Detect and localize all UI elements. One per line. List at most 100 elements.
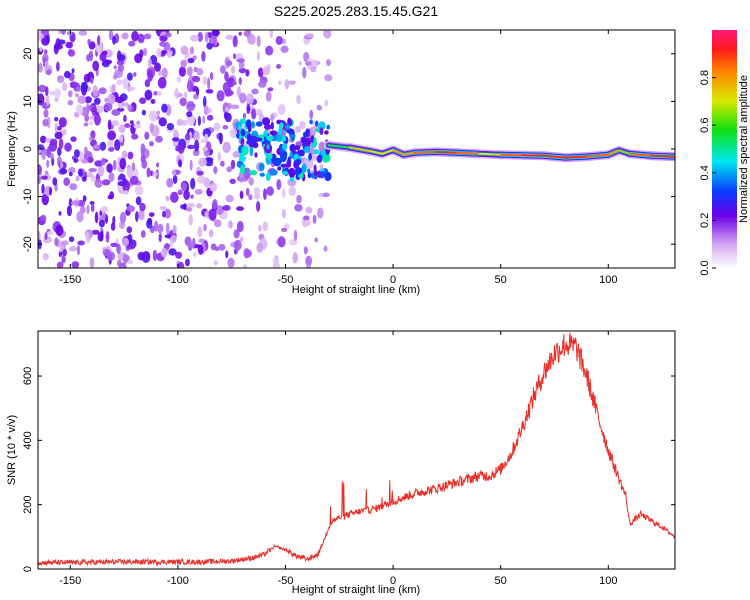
noise-blob bbox=[172, 169, 176, 176]
colorbar-label: Normalized spectral amplitude bbox=[738, 75, 750, 223]
noise-blob bbox=[61, 82, 68, 91]
signal-ridge bbox=[324, 140, 675, 163]
noise-blob bbox=[84, 146, 88, 154]
noise-blob bbox=[277, 236, 286, 248]
noise-blob bbox=[61, 255, 66, 264]
ridge-segment bbox=[628, 152, 653, 157]
noise-blob bbox=[63, 177, 70, 186]
noise-blob bbox=[99, 52, 107, 62]
noise-blob bbox=[126, 243, 136, 250]
noise-blob bbox=[231, 80, 237, 86]
noise-blob bbox=[196, 203, 203, 209]
noise-blob bbox=[217, 151, 222, 162]
colorbar-ticks: 0.0 0.2 0.4 0.6 0.8 bbox=[699, 70, 716, 276]
noise-blob bbox=[203, 223, 207, 232]
transition-blob bbox=[264, 130, 268, 135]
noise-blob bbox=[41, 193, 49, 206]
noise-blob bbox=[52, 177, 58, 186]
noise-blob bbox=[246, 103, 250, 115]
noise-blob bbox=[115, 96, 125, 104]
noise-blob bbox=[126, 166, 133, 178]
noise-blob bbox=[64, 142, 72, 152]
noise-blob bbox=[190, 177, 196, 190]
noise-blob bbox=[197, 244, 204, 255]
noise-blob bbox=[41, 183, 45, 195]
noise-blob bbox=[227, 257, 235, 268]
ridge-segment bbox=[585, 153, 610, 158]
noise-blob bbox=[225, 194, 234, 203]
noise-blob bbox=[93, 144, 99, 149]
spectrogram-y-ticks: -20 -10 0 10 20 bbox=[22, 48, 675, 252]
transition-blob bbox=[267, 153, 273, 160]
noise-blob bbox=[97, 35, 101, 46]
noise-blob bbox=[165, 222, 170, 235]
noise-blob bbox=[95, 42, 103, 54]
transition-blob bbox=[259, 172, 265, 177]
noise-blob bbox=[211, 30, 220, 37]
noise-blob bbox=[222, 125, 229, 130]
noise-blob bbox=[324, 99, 329, 107]
transition-blob bbox=[249, 135, 257, 143]
noise-blob bbox=[122, 102, 129, 107]
transition-blob bbox=[295, 158, 302, 166]
noise-blob bbox=[68, 246, 78, 252]
noise-blob bbox=[233, 239, 242, 251]
ridge-segment bbox=[499, 153, 524, 157]
noise-blob bbox=[40, 175, 48, 180]
noise-blob bbox=[108, 172, 115, 182]
noise-blob bbox=[54, 237, 59, 247]
ridge-segment bbox=[381, 148, 395, 155]
noise-blob bbox=[229, 128, 238, 138]
y-tick-label: 600 bbox=[22, 367, 34, 385]
noise-blob bbox=[40, 135, 47, 144]
noise-blob bbox=[192, 149, 200, 157]
noise-blob bbox=[112, 35, 116, 45]
noise-blob bbox=[148, 110, 158, 122]
noise-blob bbox=[248, 194, 253, 201]
noise-blob bbox=[57, 30, 62, 35]
noise-blob bbox=[258, 80, 267, 88]
noise-blob bbox=[186, 80, 194, 93]
transition-blob bbox=[318, 121, 326, 131]
noise-blob bbox=[205, 89, 214, 94]
spectrogram-x-axis-label: Height of straight line (km) bbox=[292, 284, 420, 296]
noise-blob bbox=[160, 50, 168, 55]
noise-blob bbox=[159, 41, 167, 47]
noise-blob bbox=[118, 102, 122, 108]
noise-blob bbox=[46, 231, 54, 236]
noise-blob bbox=[245, 69, 250, 77]
x-tick-label: -150 bbox=[59, 274, 81, 286]
noise-blob bbox=[38, 93, 45, 106]
noise-blob bbox=[246, 187, 250, 197]
noise-blob bbox=[105, 231, 110, 243]
noise-blob bbox=[101, 179, 111, 186]
noise-blob bbox=[134, 184, 144, 196]
noise-blob bbox=[57, 125, 62, 131]
transition-blob bbox=[306, 168, 311, 174]
noise-blob bbox=[220, 65, 226, 74]
transition-blob bbox=[315, 120, 319, 127]
transition-blob bbox=[266, 135, 274, 141]
noise-blob bbox=[77, 95, 86, 104]
noise-blob bbox=[68, 236, 75, 243]
noise-blob bbox=[71, 68, 75, 74]
noise-blob bbox=[144, 131, 150, 140]
noise-blob bbox=[309, 59, 319, 70]
noise-blob bbox=[91, 229, 100, 235]
ridge-segment bbox=[370, 150, 384, 155]
noise-blob bbox=[69, 183, 78, 191]
transition-blob bbox=[294, 145, 301, 151]
noise-blob bbox=[149, 141, 154, 147]
noise-blob bbox=[55, 224, 64, 236]
transition-blob bbox=[279, 122, 284, 129]
noise-blob bbox=[117, 63, 125, 72]
noise-blob bbox=[208, 229, 214, 238]
noise-blob bbox=[194, 140, 200, 152]
transition-blob bbox=[240, 165, 246, 175]
transition-blob bbox=[313, 164, 317, 173]
noise-blob bbox=[113, 65, 117, 70]
noise-blob bbox=[180, 45, 189, 56]
noise-blob bbox=[276, 179, 282, 191]
transition-blob bbox=[269, 169, 278, 176]
noise-blob bbox=[133, 72, 137, 77]
